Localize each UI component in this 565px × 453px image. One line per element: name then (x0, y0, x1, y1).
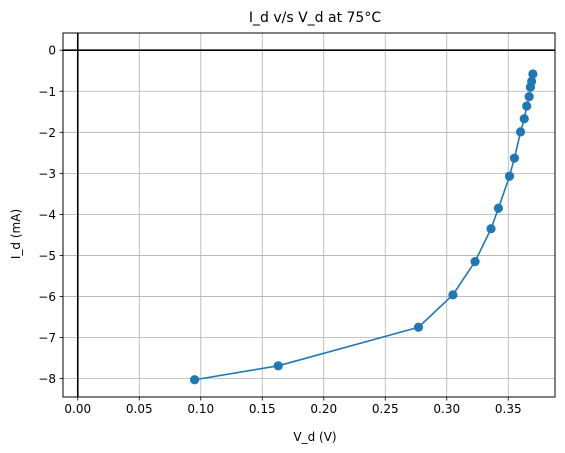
data-point (448, 290, 458, 300)
chart-title: I_d v/s V_d at 75°C (249, 10, 381, 26)
x-tick-label: 0.15 (249, 402, 276, 416)
y-tick-label: 0 (48, 44, 56, 58)
series-line (194, 73, 534, 381)
data-point (413, 322, 424, 332)
data-point (528, 69, 538, 79)
x-tick-label: 0.35 (495, 402, 522, 416)
x-tick-label: 0.20 (310, 402, 337, 416)
data-series (190, 69, 538, 385)
x-axis-ticks: 0.00 0.05 0.10 0.15 0.20 0.25 0.30 0.35 (64, 397, 522, 416)
x-tick-label: 0.30 (433, 402, 460, 416)
data-point (509, 153, 520, 163)
data-point (527, 76, 537, 87)
data-point (493, 203, 504, 213)
data-point (190, 375, 200, 385)
y-tick-label: −8 (38, 372, 56, 386)
y-axis-ticks: 0 −1 −2 −3 −4 −5 −6 −7 −8 (38, 44, 63, 386)
y-tick-label: −3 (38, 167, 56, 181)
data-point (470, 256, 480, 267)
y-tick-label: −5 (38, 249, 56, 263)
y-tick-label: −1 (38, 85, 56, 99)
plot-area-frame (62, 32, 556, 398)
x-tick-label: 0.25 (372, 402, 399, 416)
data-point (519, 114, 529, 124)
data-point (273, 361, 283, 371)
y-tick-label: −2 (38, 126, 56, 140)
x-tick-label: 0.05 (126, 402, 153, 416)
data-point (504, 171, 515, 181)
y-tick-label: −6 (38, 290, 56, 304)
x-axis-label: V_d (V) (293, 430, 336, 444)
y-tick-label: −7 (38, 331, 56, 345)
data-point (522, 101, 532, 111)
data-point (524, 92, 534, 102)
reference-lines (63, 33, 555, 397)
x-tick-label: 0.00 (64, 402, 91, 416)
y-axis-label: I_d (mA) (9, 209, 23, 259)
y-tick-label: −4 (38, 208, 56, 222)
data-point (515, 127, 526, 137)
grid (63, 33, 555, 397)
data-point (486, 224, 496, 234)
x-tick-label: 0.10 (187, 402, 214, 416)
